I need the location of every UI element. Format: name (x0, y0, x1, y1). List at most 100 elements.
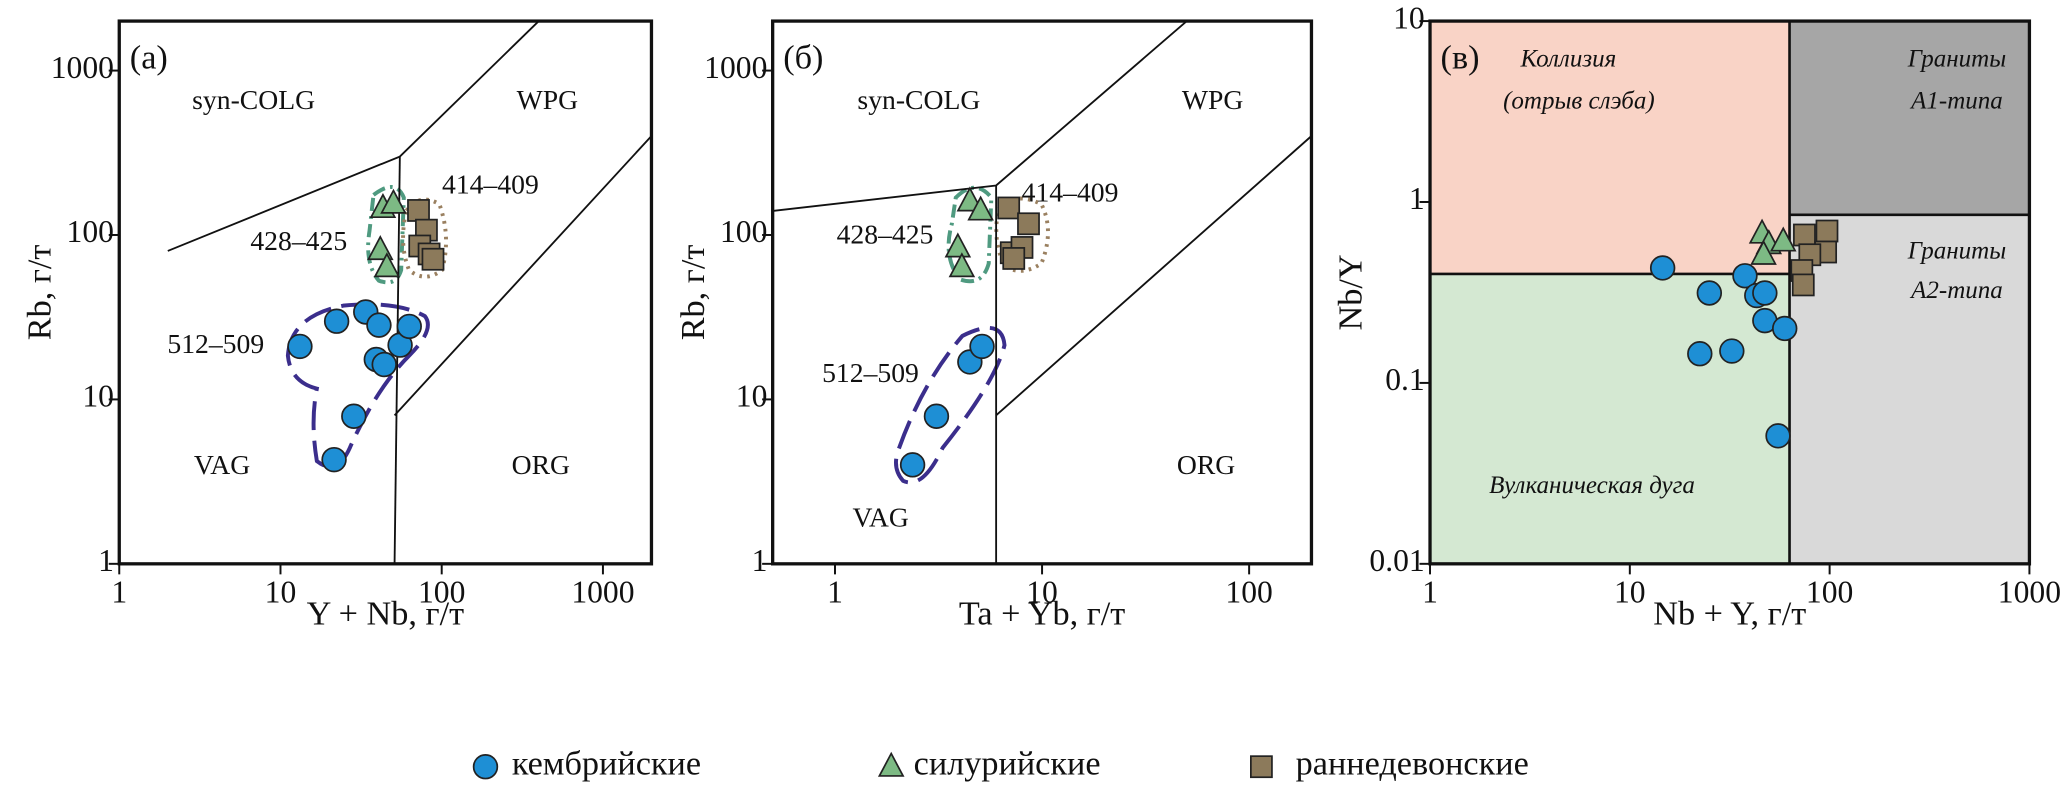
y-tick-label: 10 (736, 379, 768, 414)
point (997, 196, 1021, 220)
x-tick-label: 100 (1806, 575, 1853, 610)
y-axis-label: Rb, г/т (674, 245, 712, 341)
x-tick-label: 10 (1614, 575, 1646, 610)
point (944, 232, 972, 258)
y-tick-label: 10 (82, 379, 114, 414)
x-tick-label: 100 (418, 575, 465, 610)
point (1765, 423, 1791, 449)
point (1696, 280, 1723, 306)
point (323, 308, 350, 334)
panel-label: (б) (783, 38, 823, 76)
region-label: VAG (853, 502, 909, 533)
y-tick-label: 1 (98, 543, 114, 578)
point (366, 312, 392, 338)
annotation: 414–409 (442, 168, 539, 199)
point (1719, 338, 1745, 364)
region-label: А2-типа (1909, 277, 2003, 304)
envelope (285, 302, 430, 469)
y-tick-label: 0.01 (1369, 543, 1424, 578)
region-label: Граниты (1907, 45, 2007, 72)
x-tick-label: 10 (1026, 575, 1058, 610)
point (1752, 280, 1778, 306)
boundary-line (167, 20, 540, 252)
x-tick-label: 1 (111, 575, 127, 610)
annotation: 428–425 (837, 218, 934, 249)
y-axis-label: Rb, г/т (21, 245, 59, 341)
legend-label: раннедевонские (1296, 745, 1529, 783)
region (1789, 214, 2030, 564)
region (1430, 21, 1790, 274)
y-axis-label: Nb/Y (1331, 254, 1369, 330)
y-tick-label: 1000 (704, 50, 767, 85)
region-label: Граниты (1907, 238, 2007, 265)
point (371, 351, 397, 378)
y-tick-label: 1000 (51, 50, 114, 85)
region-label: syn-COLG (857, 84, 980, 115)
annotation: 512–509 (167, 328, 264, 359)
y-tick-label: 1 (752, 543, 768, 578)
x-axis-label: Nb + Y, г/т (1653, 594, 1806, 632)
panel-label: (а) (130, 38, 168, 76)
x-tick-label: 1 (827, 575, 843, 610)
boundary-line (772, 20, 1188, 212)
x-tick-label: 10 (265, 575, 297, 610)
envelope (894, 325, 1007, 485)
point (1017, 212, 1040, 236)
point (380, 188, 407, 214)
point (407, 199, 430, 222)
point (373, 252, 401, 278)
point (341, 403, 367, 429)
backgrounds (1430, 21, 2030, 564)
annotation: 414–409 (1022, 176, 1119, 207)
point (1791, 273, 1815, 297)
point (421, 247, 445, 271)
boundary-line (393, 135, 653, 416)
y-tick-label: 100 (67, 214, 114, 249)
region-label: WPG (517, 84, 578, 115)
point (287, 333, 313, 360)
region-label: syn-COLG (192, 84, 315, 115)
x-tick-label: 1000 (1998, 575, 2061, 610)
point (321, 446, 347, 473)
point (1769, 226, 1797, 252)
legend-label: силурийские (914, 745, 1101, 783)
region-label: Коллизия (1519, 45, 1616, 72)
x-tick-label: 1000 (571, 575, 634, 610)
point (948, 252, 976, 278)
region (1430, 273, 1790, 564)
legend-label: кембрийские (512, 745, 701, 783)
boundary-line (995, 135, 1313, 417)
point (1815, 219, 1839, 243)
point (1793, 223, 1816, 247)
x-axis-label: Ta + Yb, г/т (959, 594, 1125, 632)
plot-frame (1428, 19, 2032, 566)
y-tick-label: 100 (720, 214, 767, 249)
annotation: 512–509 (822, 357, 919, 388)
x-axis-label: Y + Nb, г/т (307, 594, 464, 632)
point (1687, 341, 1713, 367)
region-label: (отрыв слэба) (1503, 87, 1655, 114)
point (396, 313, 422, 340)
y-tick-label: 10 (1393, 0, 1425, 35)
point (1002, 247, 1026, 270)
region-label: Вулканическая дуга (1489, 472, 1695, 499)
y-tick-label: 0.1 (1385, 362, 1425, 397)
point (877, 751, 905, 777)
boundary-line (393, 156, 401, 564)
point (1250, 755, 1273, 779)
envelope (366, 185, 406, 285)
point (1732, 263, 1758, 289)
plot-frame (117, 19, 654, 566)
point (969, 333, 995, 360)
x-tick-label: 100 (1225, 575, 1272, 610)
point (1750, 239, 1777, 265)
region-label: VAG (194, 449, 250, 480)
y-tick-label: 1 (1409, 181, 1425, 216)
region-label: WPG (1182, 84, 1243, 115)
point (1649, 255, 1676, 281)
point (923, 403, 950, 429)
region (1789, 21, 2030, 215)
x-tick-label: 1 (1422, 575, 1438, 610)
region-label: ORG (1177, 449, 1235, 480)
